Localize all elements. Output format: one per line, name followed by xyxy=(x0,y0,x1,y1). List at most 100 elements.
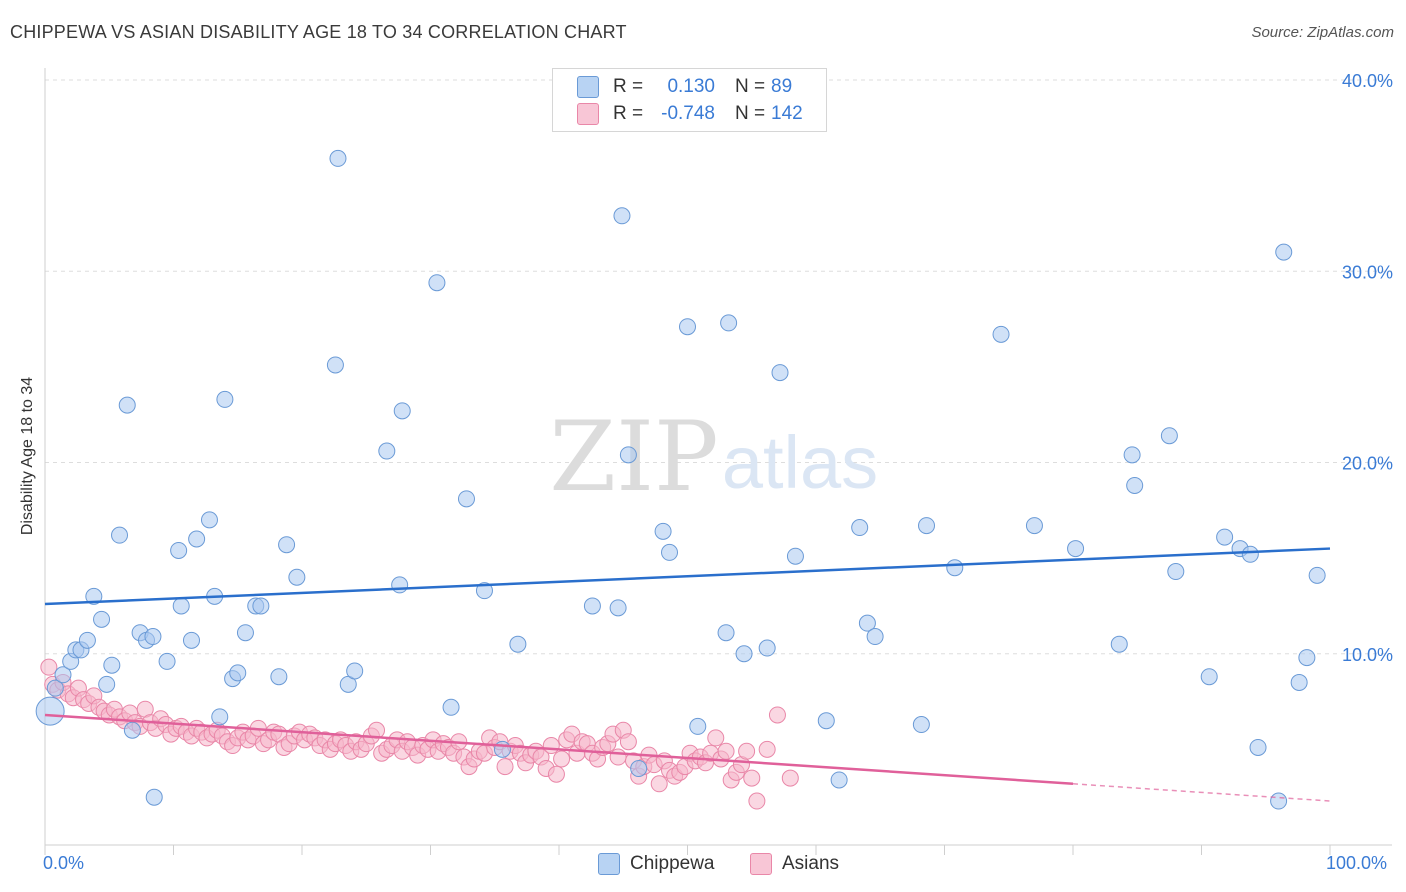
chippewa-point xyxy=(866,628,884,646)
chippewa-point xyxy=(457,490,475,508)
legend-r-value: -0.748 xyxy=(661,103,715,124)
chippewa-point xyxy=(145,788,163,806)
chippewa-point xyxy=(1298,649,1316,667)
chippewa-point xyxy=(236,624,254,642)
chippewa-point xyxy=(278,536,296,554)
chippewa-point xyxy=(200,511,218,529)
chippewa-point xyxy=(1200,668,1218,686)
chippewa-point xyxy=(493,740,511,758)
chippewa-point xyxy=(1290,673,1308,691)
chippewa-point xyxy=(817,712,835,730)
asians-point xyxy=(768,706,786,724)
chippewa-point xyxy=(54,666,72,684)
chippewa-point xyxy=(1067,540,1085,558)
chippewa-point xyxy=(1249,738,1267,756)
chippewa-point xyxy=(378,442,396,460)
chippewa-point xyxy=(735,645,753,663)
watermark-atlas: atlas xyxy=(722,421,878,504)
y-tick-labels: 10.0% 20.0% 30.0% 40.0% xyxy=(1342,71,1393,665)
chippewa-point xyxy=(442,698,460,716)
chippewa-point xyxy=(613,207,631,225)
legend-n-label: N = xyxy=(735,76,766,97)
asians-point xyxy=(547,765,565,783)
chippewa-point xyxy=(188,530,206,548)
chart-title: CHIPPEWA VS ASIAN DISABILITY AGE 18 TO 3… xyxy=(10,22,627,42)
asians-point xyxy=(650,775,668,793)
asians-point xyxy=(542,737,560,755)
legend-row-asians: R = -0.748 N = 142 xyxy=(553,101,803,127)
series-chippewa xyxy=(35,149,1326,810)
chippewa-point xyxy=(912,716,930,734)
chippewa-point xyxy=(1275,243,1293,261)
chippewa-point xyxy=(1123,446,1141,464)
chippewa-point xyxy=(992,325,1010,343)
legend-n-value: 142 xyxy=(771,103,803,124)
legend-n-label: N = xyxy=(735,103,766,124)
asians-point xyxy=(40,658,58,676)
chippewa-point xyxy=(689,717,707,735)
asians-point xyxy=(748,792,766,810)
chippewa-point xyxy=(858,614,876,632)
legend-row-chippewa: R = 0.130 N = 89 xyxy=(553,74,792,100)
chippewa-point xyxy=(35,696,65,726)
series-legend-swatch-asians xyxy=(750,853,772,875)
chippewa-point xyxy=(1270,792,1288,810)
trend-lines xyxy=(44,547,1331,802)
chippewa-point xyxy=(717,624,735,642)
chippewa-point xyxy=(609,599,627,617)
asians-trend-line xyxy=(44,713,1074,786)
series-legend-chippewa: Chippewa xyxy=(598,853,715,875)
chippewa-point xyxy=(229,664,247,682)
chippewa-point xyxy=(1308,566,1326,584)
asians-trend-extension xyxy=(1072,783,1331,802)
chippewa-point xyxy=(393,402,411,420)
gridlines xyxy=(45,79,1392,655)
chippewa-point xyxy=(475,582,493,600)
chippewa-point xyxy=(144,628,162,646)
chippewa-point xyxy=(654,522,672,540)
y-tick-label: 30.0% xyxy=(1342,262,1393,282)
legend-swatch-chippewa xyxy=(577,76,599,98)
chippewa-point xyxy=(1160,427,1178,445)
chippewa-point xyxy=(758,639,776,657)
chippewa-point xyxy=(619,446,637,464)
chippewa-point xyxy=(118,396,136,414)
source-label: Source: ZipAtlas.com xyxy=(1251,24,1394,41)
asians-point xyxy=(553,750,571,768)
asians-point xyxy=(743,769,761,787)
chippewa-point xyxy=(428,274,446,292)
chippewa-point xyxy=(329,149,347,167)
chippewa-point xyxy=(111,526,129,544)
chippewa-point xyxy=(98,675,116,693)
y-tick-label: 20.0% xyxy=(1342,454,1393,474)
chippewa-point xyxy=(1241,545,1259,563)
chippewa-point xyxy=(46,679,64,697)
chippewa-point xyxy=(786,547,804,565)
watermark: ZIP atlas xyxy=(549,401,878,513)
legend-r-value: 0.130 xyxy=(667,76,715,97)
legend-r-label: R = xyxy=(613,76,644,97)
chippewa-point xyxy=(946,559,964,577)
chippewa-point xyxy=(346,662,364,680)
chippewa-point xyxy=(182,631,200,649)
x-tick-label-max: 100.0% xyxy=(1326,853,1388,873)
chippewa-point xyxy=(170,541,188,559)
series-legend-label-asians: Asians xyxy=(782,853,840,874)
asians-point xyxy=(758,740,776,758)
legend-swatch-asians xyxy=(577,103,599,125)
chippewa-point xyxy=(679,318,696,336)
stats-legend: R = 0.130 N = 89 R = -0.748 N = 142 xyxy=(552,68,827,132)
chippewa-point xyxy=(720,314,738,332)
asians-point xyxy=(496,758,514,776)
y-axis-label: Disability Age 18 to 34 xyxy=(19,376,36,536)
y-tick-label: 40.0% xyxy=(1342,71,1393,91)
series-asians xyxy=(40,658,799,810)
series-legend-asians: Asians xyxy=(750,853,839,875)
chippewa-point xyxy=(630,760,648,777)
chippewa-point xyxy=(1126,476,1144,494)
chippewa-point xyxy=(103,656,121,674)
chippewa-point xyxy=(509,635,527,653)
asians-point xyxy=(717,742,735,760)
chippewa-point xyxy=(288,568,306,586)
